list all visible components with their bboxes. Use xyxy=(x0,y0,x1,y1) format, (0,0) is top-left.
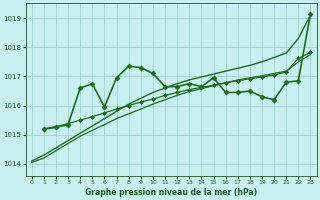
X-axis label: Graphe pression niveau de la mer (hPa): Graphe pression niveau de la mer (hPa) xyxy=(85,188,257,197)
